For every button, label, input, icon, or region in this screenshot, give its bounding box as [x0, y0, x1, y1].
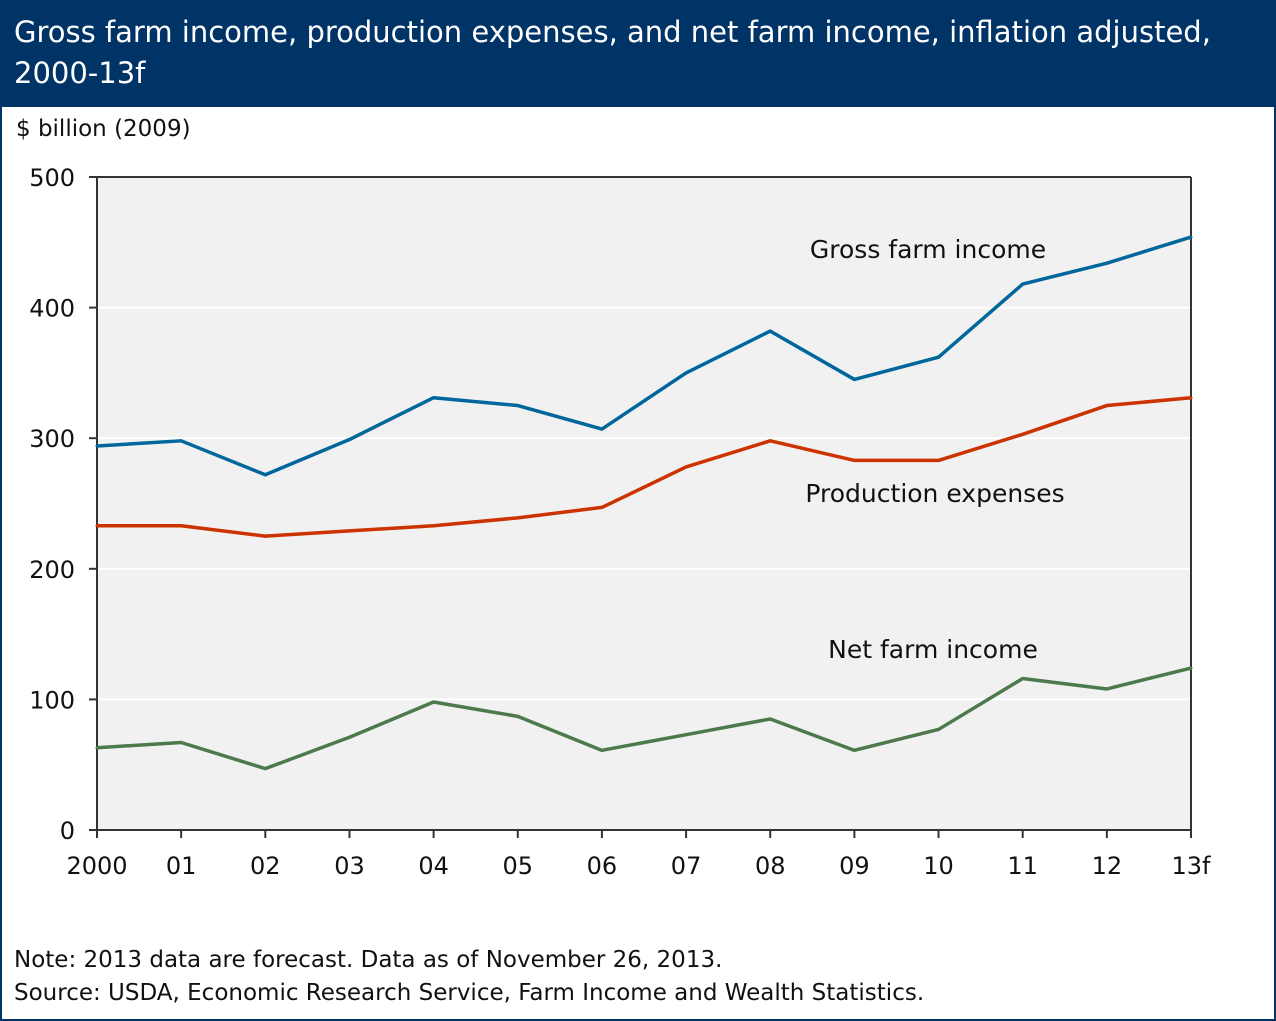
data-point: [179, 740, 183, 744]
x-tick-label: 02: [250, 852, 281, 880]
data-point: [179, 524, 183, 528]
data-point: [684, 371, 688, 375]
y-tick-label: 0: [60, 817, 75, 845]
data-point: [1021, 282, 1025, 286]
data-point: [95, 746, 99, 750]
y-tick-label: 200: [29, 556, 75, 584]
data-point: [600, 748, 604, 752]
data-point: [937, 458, 941, 462]
x-tick-label: 04: [418, 852, 449, 880]
data-point: [347, 438, 351, 442]
x-tick-label: 03: [334, 852, 365, 880]
series-label: Production expenses: [805, 479, 1064, 508]
data-point: [347, 735, 351, 739]
data-point: [516, 714, 520, 718]
data-point: [684, 733, 688, 737]
y-tick-label: 300: [29, 425, 75, 453]
data-point: [347, 529, 351, 533]
data-point: [263, 534, 267, 538]
data-point: [95, 444, 99, 448]
data-point: [263, 473, 267, 477]
x-tick-label: 09: [839, 852, 870, 880]
x-tick-label: 08: [755, 852, 786, 880]
x-tick-label: 10: [923, 852, 954, 880]
series-line-gross-farm-income: [96, 235, 1192, 477]
data-point: [937, 355, 941, 359]
data-point: [1189, 396, 1193, 400]
series-line-production-expenses: [97, 395, 1192, 538]
data-point: [1105, 687, 1109, 691]
plot-area: [97, 177, 1191, 830]
x-tick-label: 01: [166, 852, 197, 880]
data-point: [768, 439, 772, 443]
data-point: [852, 377, 856, 381]
data-point: [1021, 677, 1025, 681]
series-label: Net farm income: [828, 635, 1038, 664]
series-line-net-farm-income: [96, 666, 1192, 771]
data-point: [1189, 235, 1193, 239]
data-point: [1105, 404, 1109, 408]
data-point: [1189, 666, 1193, 670]
data-point: [95, 524, 99, 528]
x-tick-label: 05: [502, 852, 533, 880]
chart-title: Gross farm income, production expenses, …: [14, 15, 1211, 90]
x-tick-label: 13f: [1172, 852, 1212, 880]
data-point: [432, 700, 436, 704]
data-point: [768, 717, 772, 721]
y-axis-label: $ billion (2009): [16, 116, 191, 142]
data-point: [263, 767, 267, 771]
x-tick-label: 07: [671, 852, 702, 880]
x-tick-label: 12: [1092, 852, 1123, 880]
note-text: Note: 2013 data are forecast. Data as of…: [14, 947, 723, 973]
x-tick-label: 2000: [66, 852, 127, 880]
data-point: [852, 458, 856, 462]
data-point: [516, 404, 520, 408]
data-point: [600, 427, 604, 431]
footnote: Note: 2013 data are forecast. Data as of…: [14, 944, 924, 1010]
header-banner: Gross farm income, production expenses, …: [0, 0, 1276, 107]
source-text: Source: USDA, Economic Research Service,…: [14, 980, 925, 1006]
data-point: [516, 516, 520, 520]
y-tick-label: 100: [29, 686, 75, 714]
data-point: [600, 505, 604, 509]
series-label: Gross farm income: [810, 235, 1046, 264]
data-point: [684, 465, 688, 469]
data-point: [432, 396, 436, 400]
data-point: [1105, 261, 1109, 265]
data-point: [852, 748, 856, 752]
data-point: [179, 439, 183, 443]
data-point: [768, 329, 772, 333]
y-tick-label: 500: [29, 164, 75, 192]
data-point: [937, 727, 941, 731]
data-point: [1021, 432, 1025, 436]
data-point: [432, 524, 436, 528]
x-tick-label: 06: [587, 852, 618, 880]
y-tick-label: 400: [29, 295, 75, 323]
x-tick-label: 11: [1007, 852, 1038, 880]
